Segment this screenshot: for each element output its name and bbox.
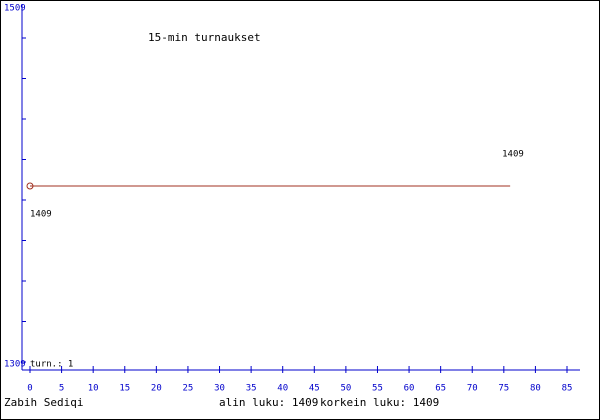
x-tick-label: 75 <box>498 384 509 394</box>
max-label: korkein luku: 1409 <box>320 396 439 409</box>
x-tick-label: 70 <box>467 384 478 394</box>
x-tick-label: 35 <box>246 384 257 394</box>
author: Zabih Sediqi <box>4 396 83 409</box>
data-label: 1409 <box>30 210 52 220</box>
x-tick-label: 0 <box>27 384 32 394</box>
x-tick-label: 80 <box>530 384 541 394</box>
x-tick-label: 15 <box>119 384 130 394</box>
x-tick-label: 40 <box>277 384 288 394</box>
y-tick-label: 1509 <box>4 4 26 14</box>
y-tick-label: 1309 <box>4 360 26 370</box>
x-tick-label: 5 <box>59 384 64 394</box>
x-tick-label: 30 <box>214 384 225 394</box>
x-tick-label: 60 <box>404 384 415 394</box>
x-tick-label: 45 <box>309 384 320 394</box>
annotation: turn.: 1 <box>30 360 73 370</box>
data-label: 1409 <box>502 150 524 160</box>
x-tick-label: 20 <box>151 384 162 394</box>
x-tick-label: 10 <box>88 384 99 394</box>
start-marker <box>26 182 34 190</box>
x-tick-label: 25 <box>183 384 194 394</box>
x-tick-label: 85 <box>562 384 573 394</box>
x-tick-label: 65 <box>435 384 446 394</box>
chart-title: 15-min turnaukset <box>148 31 261 44</box>
x-tick-label: 50 <box>340 384 351 394</box>
x-tick-label: 55 <box>372 384 383 394</box>
min-label: alin luku: 1409 <box>219 396 318 409</box>
